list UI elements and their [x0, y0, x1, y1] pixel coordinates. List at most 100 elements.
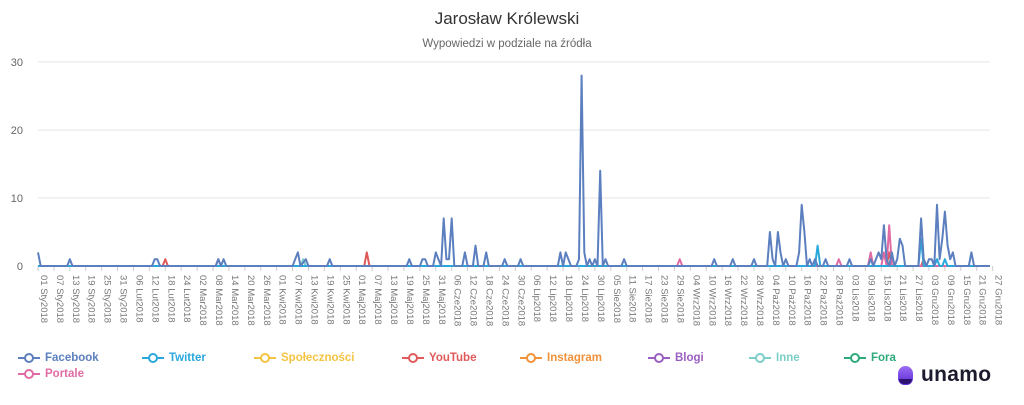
x-tick-label: 04 Wrz2018 — [690, 275, 701, 326]
legend-label: Społeczności — [281, 352, 355, 364]
chart-title: Jarosław Królewski — [435, 9, 580, 28]
logo-text: unamo — [921, 363, 992, 386]
x-tick-label: 03 Lis2018 — [849, 275, 860, 321]
x-tick-label: 15 Gru2018 — [961, 275, 972, 325]
legend-marker-icon — [844, 352, 866, 364]
series-line-facebook — [37, 74, 990, 267]
unamo-logo-icon — [898, 365, 913, 385]
legend-item-blogi[interactable]: Blogi — [648, 350, 704, 366]
y-tick-label: 10 — [11, 193, 23, 205]
x-tick-label: 18 Lut2018 — [165, 275, 176, 323]
x-tick-label: 19 Kwi2018 — [324, 275, 335, 325]
y-axis: 0 10 20 30 — [11, 57, 23, 273]
x-tick-label: 23 Sie2018 — [659, 275, 670, 323]
x-tick-label: 06 Lut2018 — [133, 275, 144, 323]
series-line-twitter — [38, 237, 990, 267]
x-tick-label: 05 Sie2018 — [611, 275, 622, 323]
x-tick-label: 17 Sie2018 — [643, 275, 654, 323]
legend-marker-icon — [254, 352, 276, 364]
x-tick-label: 18 Lip2018 — [563, 275, 574, 322]
legend-label: Inne — [776, 352, 800, 364]
x-tick-label: 07 Kwi2018 — [293, 275, 304, 325]
x-tick-label: 04 Paź2018 — [770, 275, 781, 326]
x-tick-label: 12 Lut2018 — [149, 275, 160, 323]
x-tick-label: 24 Lut2018 — [181, 275, 192, 323]
legend-item-instagram[interactable]: Instagram — [520, 350, 602, 366]
x-tick-label: 01 Kwi2018 — [277, 275, 288, 325]
x-tick-label: 21 Lis2018 — [897, 275, 908, 321]
x-tick-label: 24 Lip2018 — [579, 275, 590, 322]
x-tick-label: 18 Cze2018 — [484, 275, 495, 326]
legend-item-portale[interactable]: Portale — [18, 366, 84, 382]
x-tick-label: 25 Sty2018 — [102, 275, 113, 323]
x-tick-label: 20 Mar2018 — [245, 275, 256, 326]
x-tick-label: 01 Maj2018 — [356, 275, 367, 325]
legend-label: YouTube — [429, 352, 477, 364]
legend-item-youtube[interactable]: YouTube — [402, 350, 476, 366]
x-tick-label: 25 Maj2018 — [420, 275, 431, 325]
x-tick-label: 12 Cze2018 — [468, 275, 479, 326]
x-axis: 01 Sty2018 07 Sty2018 13 Sty2018 19 Sty2018… — [37, 266, 1004, 326]
x-tick-label: 08 Mar2018 — [213, 275, 224, 326]
series-line-portale — [38, 224, 990, 267]
series-lines — [37, 74, 990, 267]
x-tick-label: 10 Wrz2018 — [706, 275, 717, 326]
x-tick-label: 02 Mar2018 — [197, 275, 208, 326]
legend-item-społeczności[interactable]: Społeczności — [254, 350, 355, 366]
legend-label: Fora — [871, 352, 896, 364]
legend-marker-icon — [749, 352, 771, 364]
x-tick-label: 26 Mar2018 — [261, 275, 272, 326]
x-tick-label: 24 Cze2018 — [499, 275, 510, 326]
x-tick-label: 13 Sty2018 — [70, 275, 81, 323]
x-tick-label: 19 Maj2018 — [404, 275, 415, 325]
legend-label: Facebook — [45, 352, 99, 364]
x-tick-label: 27 Gru2018 — [993, 275, 1004, 325]
x-tick-label: 01 Sty2018 — [38, 275, 49, 323]
x-tick-label: 09 Gru2018 — [945, 275, 956, 325]
legend-marker-icon — [18, 368, 40, 380]
x-tick-label: 22 Paź2018 — [818, 275, 829, 326]
legend-item-facebook[interactable]: Facebook — [18, 350, 99, 366]
x-tick-label: 21 Gru2018 — [977, 275, 988, 325]
x-tick-label: 19 Sty2018 — [86, 275, 97, 323]
x-tick-label: 15 Lis2018 — [881, 275, 892, 321]
x-tick-label: 30 Lip2018 — [595, 275, 606, 322]
legend-marker-icon — [18, 352, 40, 364]
x-tick-label: 11 Sie2018 — [627, 275, 638, 322]
chart-subtitle: Wypowiedzi w podziale na źródła — [422, 38, 592, 50]
x-tick-label: 12 Lip2018 — [547, 275, 558, 322]
x-tick-label: 13 Kwi2018 — [308, 275, 319, 325]
x-tick-label: 16 Paź2018 — [802, 275, 813, 326]
legend-label: Blogi — [675, 352, 704, 364]
legend-marker-icon — [520, 352, 542, 364]
legend-marker-icon — [402, 352, 424, 364]
legend-marker-icon — [142, 352, 164, 364]
x-tick-label: 03 Gru2018 — [929, 275, 940, 325]
x-tick-label: 07 Maj2018 — [372, 275, 383, 325]
y-tick-label: 0 — [17, 261, 23, 273]
legend-label: Twitter — [169, 352, 206, 364]
x-tick-label: 28 Wrz2018 — [754, 275, 765, 326]
x-tick-label: 28 Paź2018 — [834, 275, 845, 326]
x-tick-label: 06 Lip2018 — [531, 275, 542, 322]
unamo-logo: unamo — [898, 363, 991, 387]
legend-label: Instagram — [547, 352, 602, 364]
y-tick-label: 30 — [11, 57, 23, 69]
x-tick-label: 30 Cze2018 — [515, 275, 526, 326]
x-tick-label: 29 Sie2018 — [674, 275, 685, 323]
x-tick-label: 31 Maj2018 — [436, 275, 447, 325]
legend-item-twitter[interactable]: Twitter — [142, 350, 206, 366]
x-tick-label: 13 Maj2018 — [388, 275, 399, 325]
x-tick-label: 16 Wrz2018 — [722, 275, 733, 326]
legend-label: Portale — [45, 368, 84, 380]
x-tick-label: 07 Sty2018 — [54, 275, 65, 323]
legend-item-fora[interactable]: Fora — [844, 350, 896, 366]
legend-item-inne[interactable]: Inne — [749, 350, 800, 366]
x-tick-label: 09 Lis2018 — [865, 275, 876, 321]
x-tick-label: 22 Wrz2018 — [738, 275, 749, 326]
grid — [38, 61, 990, 267]
x-tick-label: 14 Mar2018 — [229, 275, 240, 326]
x-tick-label: 25 Kwi2018 — [340, 275, 351, 325]
x-tick-label: 27 Lis2018 — [913, 275, 924, 321]
